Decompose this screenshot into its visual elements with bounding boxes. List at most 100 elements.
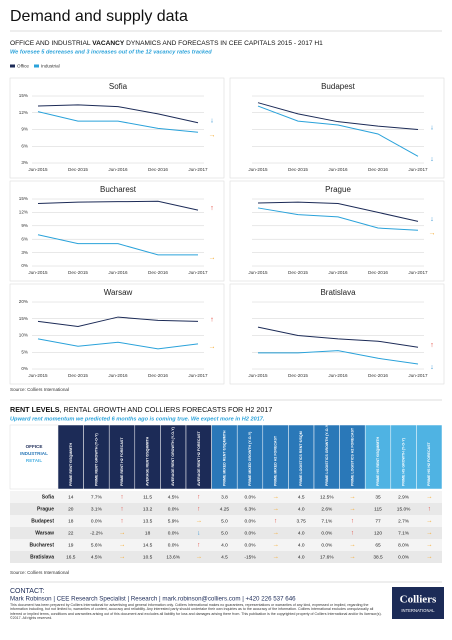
contact: Mark Robinson | CEE Research Specialist … xyxy=(10,596,296,603)
chart-title: Budapest xyxy=(321,82,356,91)
column-header xyxy=(134,424,161,490)
row-label: Budapest xyxy=(31,518,54,524)
column-header-label: PRIME HS RENT €/SQM/MTH xyxy=(376,436,380,486)
forecast-arrow: → xyxy=(272,494,279,501)
forecast-arrow: ↑ xyxy=(430,342,434,349)
x-tick-label: Jun-2016 xyxy=(108,270,128,275)
column-header xyxy=(236,424,264,490)
forecast-arrow: → xyxy=(209,344,216,351)
corner-label: RETAIL xyxy=(26,458,42,463)
series-line xyxy=(257,201,419,222)
table-cell: 18 xyxy=(145,530,151,536)
forecast-arrow: → xyxy=(426,518,433,525)
chart-title: Bucharest xyxy=(100,185,137,194)
forecast-arrow: → xyxy=(349,554,356,561)
series-line xyxy=(37,316,199,327)
table-cell: 2.6% xyxy=(321,506,333,512)
table-cell: 0.0% xyxy=(245,518,257,524)
contact-label: CONTACT: xyxy=(10,588,45,595)
x-tick-label: Dec-2016 xyxy=(148,373,168,378)
forecast-arrow: ↑ xyxy=(428,506,431,513)
forecast-arrow: → xyxy=(349,542,356,549)
x-tick-label: Dec-2016 xyxy=(148,167,168,172)
column-header-label: PRIME HS H2 FORECAST xyxy=(427,441,431,486)
series-line xyxy=(37,338,199,350)
table-cell: 3.8 xyxy=(221,494,228,500)
x-tick-label: Dec-2015 xyxy=(68,373,88,378)
table-cell: 17.6% xyxy=(320,554,334,560)
y-tick-label: 12% xyxy=(19,210,28,215)
legend-label: Industrial xyxy=(41,64,60,69)
table-cell: 5.0 xyxy=(221,530,228,536)
table-cell: 13.2 xyxy=(143,506,153,512)
column-header-label: PRIME HS GROWTH (Y-O-Y) xyxy=(402,437,406,486)
y-tick-label: 0% xyxy=(21,263,28,268)
table-cell: 0.0% xyxy=(245,542,257,548)
section-lead: We foresee 5 decreases and 3 increases o… xyxy=(10,49,212,55)
table-cell: 2.7% xyxy=(398,518,410,524)
y-tick-label: 10% xyxy=(19,333,28,338)
chart-panel xyxy=(229,180,445,282)
table-corner xyxy=(9,424,59,490)
table-cell: 0.0% xyxy=(168,542,180,548)
logo-sub: INTERNATIONAL xyxy=(401,608,435,613)
x-tick-label: Jun-2016 xyxy=(328,167,348,172)
series-line xyxy=(257,326,419,348)
table-cell: 7.1% xyxy=(321,518,333,524)
forecast-arrow: ↑ xyxy=(210,316,214,323)
forecast-arrow: ↑ xyxy=(120,506,123,513)
forecast-arrow: → xyxy=(196,554,203,561)
table-cell: 3.75 xyxy=(297,518,307,524)
chart-panel xyxy=(9,283,225,385)
table-cell: 5.6% xyxy=(91,542,103,548)
x-tick-label: Dec-2016 xyxy=(368,270,388,275)
x-tick-label: Jun-2017 xyxy=(188,373,208,378)
forecast-arrow: ↑ xyxy=(274,518,277,525)
subtitle-part: DYNAMICS AND FORECASTS IN CEE CAPITALS 2… xyxy=(124,40,323,47)
forecast-arrow: → xyxy=(119,554,126,561)
column-header xyxy=(211,424,238,490)
column-header-label: PRIME LOGISTICS GROWTH (Y-O-Y) xyxy=(325,423,329,486)
x-tick-label: Jun-2017 xyxy=(408,270,428,275)
column-header-label: PRIME RENT H2 FORECAST xyxy=(120,437,124,486)
x-tick-label: Dec-2015 xyxy=(68,167,88,172)
forecast-arrow: ↑ xyxy=(351,530,354,537)
table-cell: 5.9% xyxy=(168,518,180,524)
column-header xyxy=(390,424,417,490)
table-cell: 10.5 xyxy=(143,554,153,560)
column-header-label: PRIME RENT €/SQM/MTH xyxy=(69,442,73,486)
column-header-label: PRIME MIXED GROWTH (Y-O-Y) xyxy=(248,431,252,486)
table-cell: 2.9% xyxy=(398,494,410,500)
table-cell: 6.3% xyxy=(245,506,257,512)
series-line xyxy=(37,200,199,211)
table-cell: 12.5% xyxy=(320,494,334,500)
forecast-arrow: → xyxy=(349,494,356,501)
table-row xyxy=(10,503,442,515)
table-cell: 4.5% xyxy=(168,494,180,500)
y-tick-label: 20% xyxy=(19,299,28,304)
forecast-arrow: → xyxy=(426,494,433,501)
row-label: Bratislava xyxy=(30,554,54,560)
table-cell: 13.5 xyxy=(143,518,153,524)
column-header-label: AVERAGE RENT H2 FORECAST xyxy=(197,431,201,486)
table-cell: 4.0 xyxy=(298,506,305,512)
table-cell: 7.1% xyxy=(398,530,410,536)
series-line xyxy=(257,207,419,231)
chart-title: Warsaw xyxy=(104,288,133,297)
source: Source: Colliers International xyxy=(10,387,69,392)
subtitle-part: OFFICE AND INDUSTRIAL xyxy=(10,40,92,47)
y-tick-label: 15% xyxy=(19,316,28,321)
series-line xyxy=(37,234,198,256)
x-tick-label: Dec-2015 xyxy=(68,270,88,275)
x-tick-label: Jun-2015 xyxy=(28,373,48,378)
corner-label: OFFICE xyxy=(26,444,43,449)
column-header-label: PRIME MIXED RENT €/SQM/MTH xyxy=(222,430,226,486)
y-tick-label: 15% xyxy=(19,93,28,98)
table-cell: 4.0 xyxy=(221,542,228,548)
table-cell: 4.0 xyxy=(298,554,305,560)
x-tick-label: Jun-2015 xyxy=(28,167,48,172)
column-header-label: PRIME LOGISTICS RENT €/SQM xyxy=(299,431,303,486)
table-cell: 0.0% xyxy=(398,554,410,560)
column-header-label: PRIME MIXED H2 FORECAST xyxy=(274,435,278,486)
